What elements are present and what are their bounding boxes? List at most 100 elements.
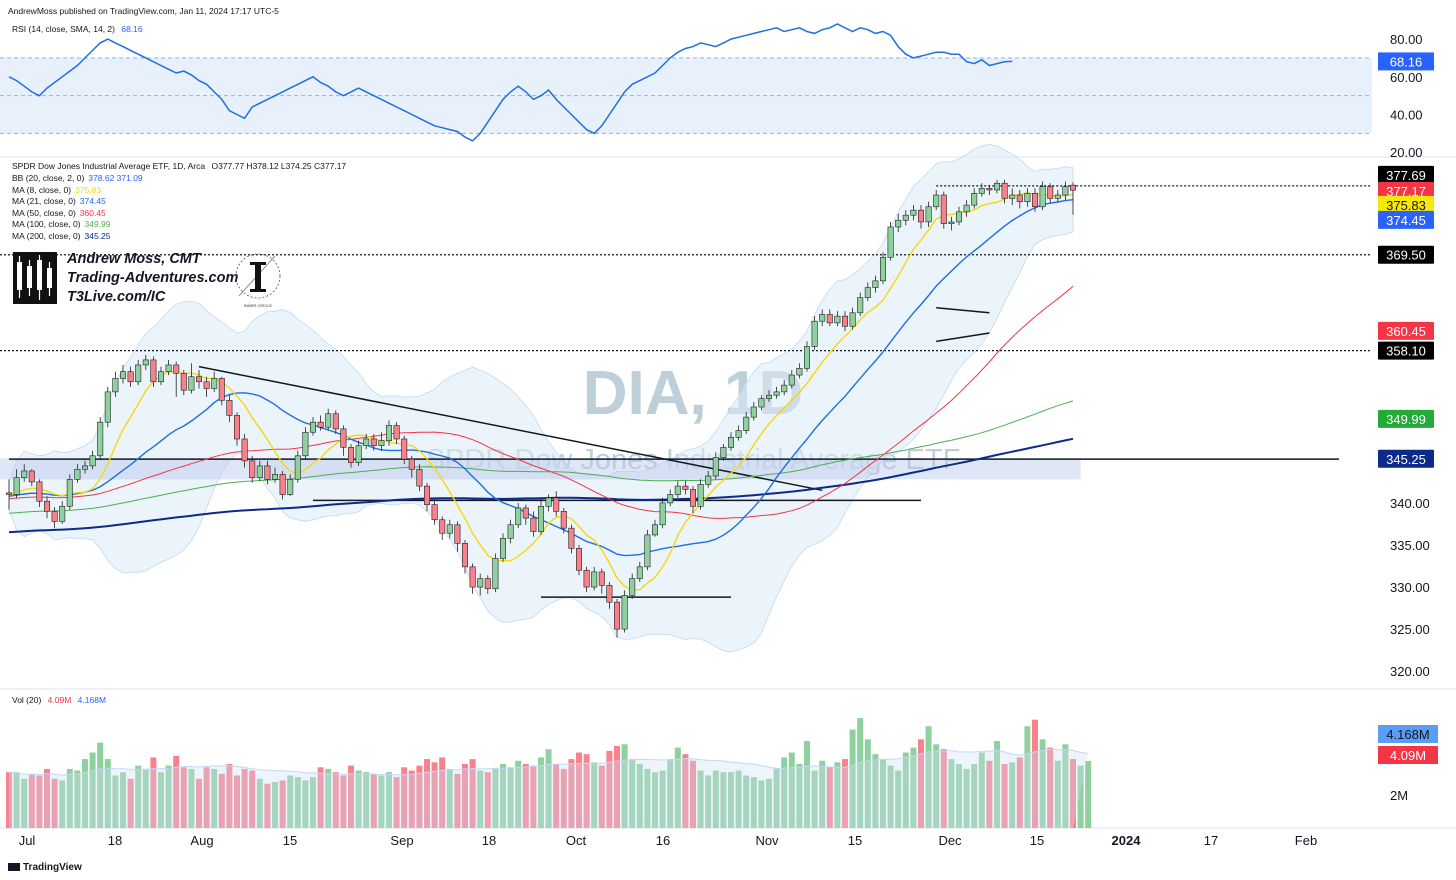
price-label: 369.50 <box>1386 248 1426 263</box>
volume-bar <box>880 759 886 828</box>
time-axis-label: Aug <box>190 833 213 848</box>
candle-body <box>963 204 970 213</box>
price-ohlc: O377.77 H378.12 L374.25 C377.17 <box>211 161 347 171</box>
volume-bar <box>378 775 385 828</box>
candle-body <box>454 524 461 544</box>
volume-bar <box>933 744 940 828</box>
volume-bar <box>241 768 248 828</box>
volume-bar <box>203 767 210 828</box>
volume-bar <box>1077 765 1084 828</box>
price-tick-label: 320.00 <box>1390 664 1430 679</box>
volume-bar <box>446 768 453 828</box>
volume-bar <box>317 767 324 828</box>
candle-body <box>743 416 750 431</box>
candle-body <box>765 394 772 399</box>
volume-bar <box>1062 744 1069 828</box>
candle-body <box>287 479 294 495</box>
candle-body <box>271 474 278 480</box>
volume-bar <box>393 777 400 828</box>
candle-body <box>385 425 392 441</box>
time-axis-label: 17 <box>1204 833 1218 848</box>
volume-tick-label: 2M <box>1390 788 1408 803</box>
volume-bar <box>963 768 970 828</box>
volume-bar <box>515 760 522 828</box>
price-label: 360.45 <box>1386 324 1426 339</box>
candle-body <box>803 346 810 369</box>
candle-body <box>933 194 940 208</box>
volume-bar <box>173 755 180 828</box>
author-link: T3Live.com/IC <box>67 289 166 305</box>
price-label: 377.69 <box>1386 168 1426 183</box>
volume-bar <box>158 772 164 828</box>
volume-bar <box>583 754 590 828</box>
indicator-legend-item: MA (100, close, 0) 349.99 <box>12 219 111 229</box>
author-name: Andrew Moss, CMT <box>67 251 201 267</box>
candle-body <box>895 219 902 228</box>
indicator-legend-item: BB (20, close, 2, 0) 378.62 371.09 <box>12 173 143 183</box>
volume-bar <box>826 767 833 828</box>
author-brand: Andrew Moss, CMT Trading-Adventures.com … <box>13 250 283 310</box>
candle-body <box>826 314 833 324</box>
volume-bar <box>598 765 605 828</box>
candle-body <box>28 470 35 483</box>
volume-bar <box>857 718 864 828</box>
volume-bar <box>218 773 225 828</box>
candle-body <box>545 497 552 507</box>
volume-bar <box>788 752 795 828</box>
candle-body <box>750 406 757 418</box>
candle-body <box>955 211 962 223</box>
candle-body <box>302 431 309 457</box>
volume-ma-value: 4.168M <box>77 695 107 705</box>
volume-bar <box>652 772 658 828</box>
candle-body <box>173 364 180 374</box>
candle-body <box>1039 186 1046 208</box>
volume-bar <box>279 780 286 828</box>
volume-bar <box>302 780 309 828</box>
candle-body <box>887 226 894 258</box>
volume-last-label-box <box>1378 746 1438 764</box>
volume-bar <box>127 778 134 828</box>
volume-bar <box>401 767 408 828</box>
volume-bar <box>636 764 643 828</box>
candle-body <box>948 221 955 224</box>
support-zone <box>0 458 1081 480</box>
time-axis-label: 15 <box>1030 833 1044 848</box>
candle-body <box>689 489 696 507</box>
volume-value: 4.09M <box>47 695 72 705</box>
price-label-box <box>1378 409 1434 428</box>
price-tick-label: 325.00 <box>1390 622 1430 637</box>
volume-bar <box>264 783 271 828</box>
volume-bar <box>781 757 788 828</box>
price-label-box <box>1378 449 1434 468</box>
candle-body <box>142 359 149 366</box>
flag-upper-line <box>936 306 990 314</box>
time-axis-label: 18 <box>108 833 122 848</box>
price-tick-label: 330.00 <box>1390 580 1430 595</box>
volume-bar <box>902 752 909 828</box>
candle-body <box>659 502 666 526</box>
candle-body <box>51 511 58 522</box>
volume-bar <box>165 765 172 828</box>
volume-bar <box>667 759 674 828</box>
price-label-box <box>1378 341 1434 360</box>
candle-body <box>712 457 719 477</box>
candle-body <box>1070 184 1077 191</box>
rsi-tick-label: 60.00 <box>1390 70 1423 85</box>
candle-body <box>226 399 233 416</box>
candle-body <box>165 364 172 372</box>
candle-body <box>925 206 932 223</box>
candle-body <box>879 256 886 282</box>
volume-bar <box>971 764 978 828</box>
volume-bar <box>332 772 339 828</box>
rsi-line <box>8 23 1013 142</box>
volume-bar <box>287 775 294 828</box>
volume-bar <box>51 778 58 828</box>
volume-bar <box>925 726 932 828</box>
volume-bar <box>773 768 780 828</box>
volume-bar <box>659 770 666 828</box>
time-axis-label: 16 <box>656 833 670 848</box>
volume-bar <box>454 773 461 828</box>
tradingview-logo-icon <box>8 863 20 872</box>
candle-body <box>43 500 50 512</box>
volume-bar <box>576 752 582 828</box>
